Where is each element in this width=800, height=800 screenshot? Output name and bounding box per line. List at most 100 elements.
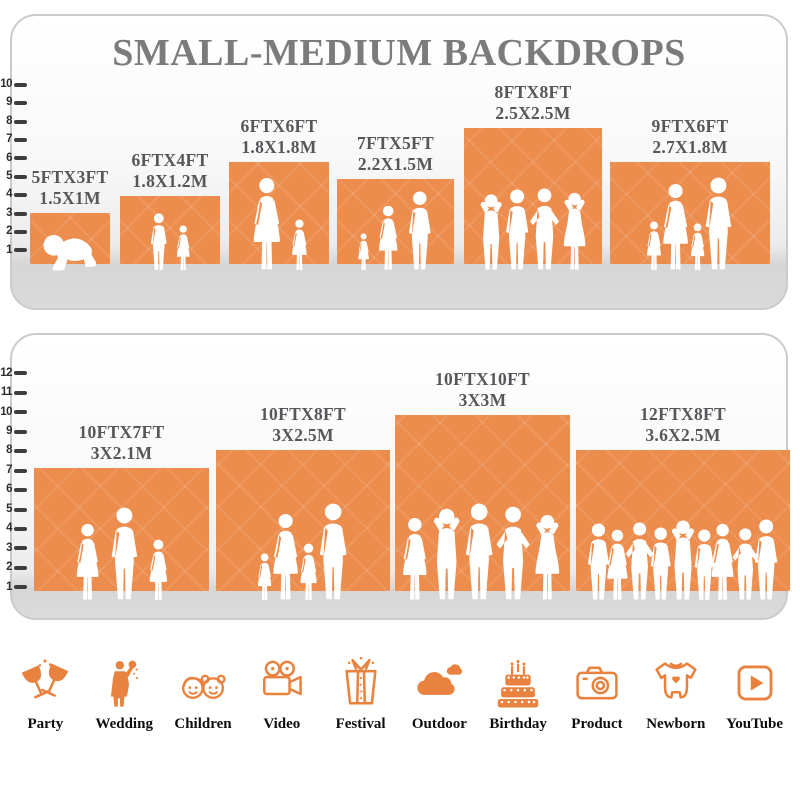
ruler-tick: 3: [0, 541, 27, 555]
ruler-number: 10: [0, 78, 12, 90]
size-meters: 3.6X2.5M: [645, 424, 721, 445]
size-feet: 8FTX8FT: [494, 82, 572, 102]
woman-up-silhouette: [528, 513, 567, 601]
category-label: Children: [174, 716, 232, 732]
ruler-tick: 3: [0, 207, 27, 220]
small-medium-panel: SMALL-MEDIUM BACKDROPS 1 2 3 4 5 6 7 8 9 10 5FTX3F…: [0, 14, 788, 310]
category-birthday: Birthday: [479, 656, 558, 732]
ruler-tick-mark: [14, 119, 27, 124]
ruler-tick: 7: [0, 464, 27, 477]
baby-silhouette: [41, 231, 99, 271]
size-feet: 7FTX5FT: [357, 133, 434, 153]
girl-silhouette: [146, 539, 171, 601]
product-icon: [570, 656, 624, 710]
backdrop-size-label: 8FTX8FT 2.5X2.5M: [453, 82, 613, 123]
ruler-tick-mark: [14, 526, 27, 531]
ruler-number: 4: [6, 188, 12, 201]
category-festival: Festival: [321, 656, 400, 732]
category-outdoor: Outdoor: [400, 656, 479, 732]
ruler-number: 2: [6, 561, 12, 574]
size-feet: 10FTX8FT: [259, 404, 346, 424]
ruler-tick: 9: [0, 97, 27, 109]
man-silhouette: [751, 519, 781, 601]
ruler-tick: 6: [0, 151, 27, 165]
ruler-tick-mark: [14, 248, 27, 253]
ruler-tick: 4: [0, 189, 27, 201]
ruler-number: 7: [6, 133, 12, 146]
people-silhouettes: [229, 177, 329, 271]
ruler-tick-mark: [14, 82, 27, 87]
girl-silhouette: [174, 225, 192, 271]
girl-silhouette: [289, 219, 310, 271]
people-silhouettes: [395, 503, 570, 601]
woman-silhouette: [375, 205, 401, 271]
size-meters: 3X2.1M: [90, 442, 153, 463]
people-silhouettes: [34, 507, 209, 601]
ruler-tick-mark: [14, 390, 27, 395]
ruler-tick: 12: [0, 367, 27, 380]
category-video: Video: [242, 656, 321, 732]
ruler-tick: 11: [0, 387, 27, 399]
ruler-tick-mark: [14, 488, 27, 493]
ruler-tick: 2: [0, 226, 27, 238]
ruler-number: 9: [6, 424, 12, 437]
backdrop-size-label: 7FTX5FT 2.2X1.5M: [316, 133, 476, 174]
woman-up-silhouette: [557, 191, 592, 271]
size-meters: 2.5X2.5M: [495, 102, 571, 123]
woman-silhouette: [248, 177, 286, 271]
ruler-tick: 5: [0, 170, 27, 183]
ruler-tick: 1: [0, 243, 27, 257]
ruler-number: 9: [6, 96, 12, 109]
children-icon: [176, 656, 230, 710]
category-party: Party: [6, 656, 85, 732]
youtube-icon: [728, 656, 782, 710]
ruler-tick-mark: [14, 174, 27, 179]
category-label: Birthday: [489, 716, 547, 732]
category-label: Festival: [335, 716, 386, 732]
wedding-icon: [97, 656, 151, 710]
category-newborn: Newborn: [636, 656, 715, 732]
ruler-number: 8: [6, 444, 12, 457]
backdrop-rect: [610, 162, 770, 264]
party-icon: [18, 656, 72, 710]
outdoor-icon: [412, 656, 466, 710]
ruler-tick-mark: [14, 410, 27, 415]
ruler-number: 1: [6, 243, 12, 256]
man-silhouette: [405, 191, 435, 271]
people-silhouettes: [30, 231, 110, 271]
backdrop-size-label: 9FTX6FT 2.7X1.8M: [610, 116, 770, 157]
medium-large-panel: 1 2 3 4 5 6 7 8 9 10 11 12 10FTX7FT 3X2.1M 10FTX8FT 3X2…: [0, 333, 790, 620]
category-label: Party: [27, 716, 64, 732]
ruler-number: 6: [6, 151, 12, 164]
ruler-tick-mark: [14, 229, 27, 234]
ruler-number: 5: [6, 170, 12, 182]
man-silhouette: [315, 503, 351, 601]
category-label: Newborn: [646, 716, 706, 732]
video-icon: [255, 656, 309, 710]
category-label: Product: [571, 716, 623, 732]
man-silhouette: [107, 507, 142, 601]
category-strip: Party Wedding Children Video Festival Outdoor…: [6, 656, 794, 732]
backdrop-size-label: 12FTX8FT 3.6X2.5M: [603, 404, 763, 445]
ruler-number: 11: [0, 386, 13, 399]
ruler-tick: 10: [0, 78, 27, 91]
category-label: Wedding: [95, 716, 153, 732]
size-feet: 10FTX10FT: [434, 369, 531, 389]
ruler-tick-mark: [14, 371, 27, 376]
ruler-tick: 7: [0, 134, 27, 146]
newborn-icon: [649, 656, 703, 710]
size-feet: 5FTX3FT: [31, 167, 109, 187]
girl-silhouette: [356, 233, 371, 271]
ruler-number: 4: [6, 522, 12, 535]
ruler-number: 8: [6, 114, 12, 127]
category-youtube: YouTube: [715, 656, 794, 732]
ruler-tick: 6: [0, 484, 27, 496]
people-silhouettes: [576, 519, 790, 601]
size-meters: 2.7X1.8M: [652, 136, 728, 157]
ruler-number: 6: [6, 483, 12, 496]
ruler-number: 2: [6, 225, 12, 238]
category-product: Product: [558, 656, 637, 732]
festival-icon: [334, 656, 388, 710]
ruler-number: 3: [6, 541, 12, 554]
size-meters: 1.5X1M: [39, 187, 101, 208]
